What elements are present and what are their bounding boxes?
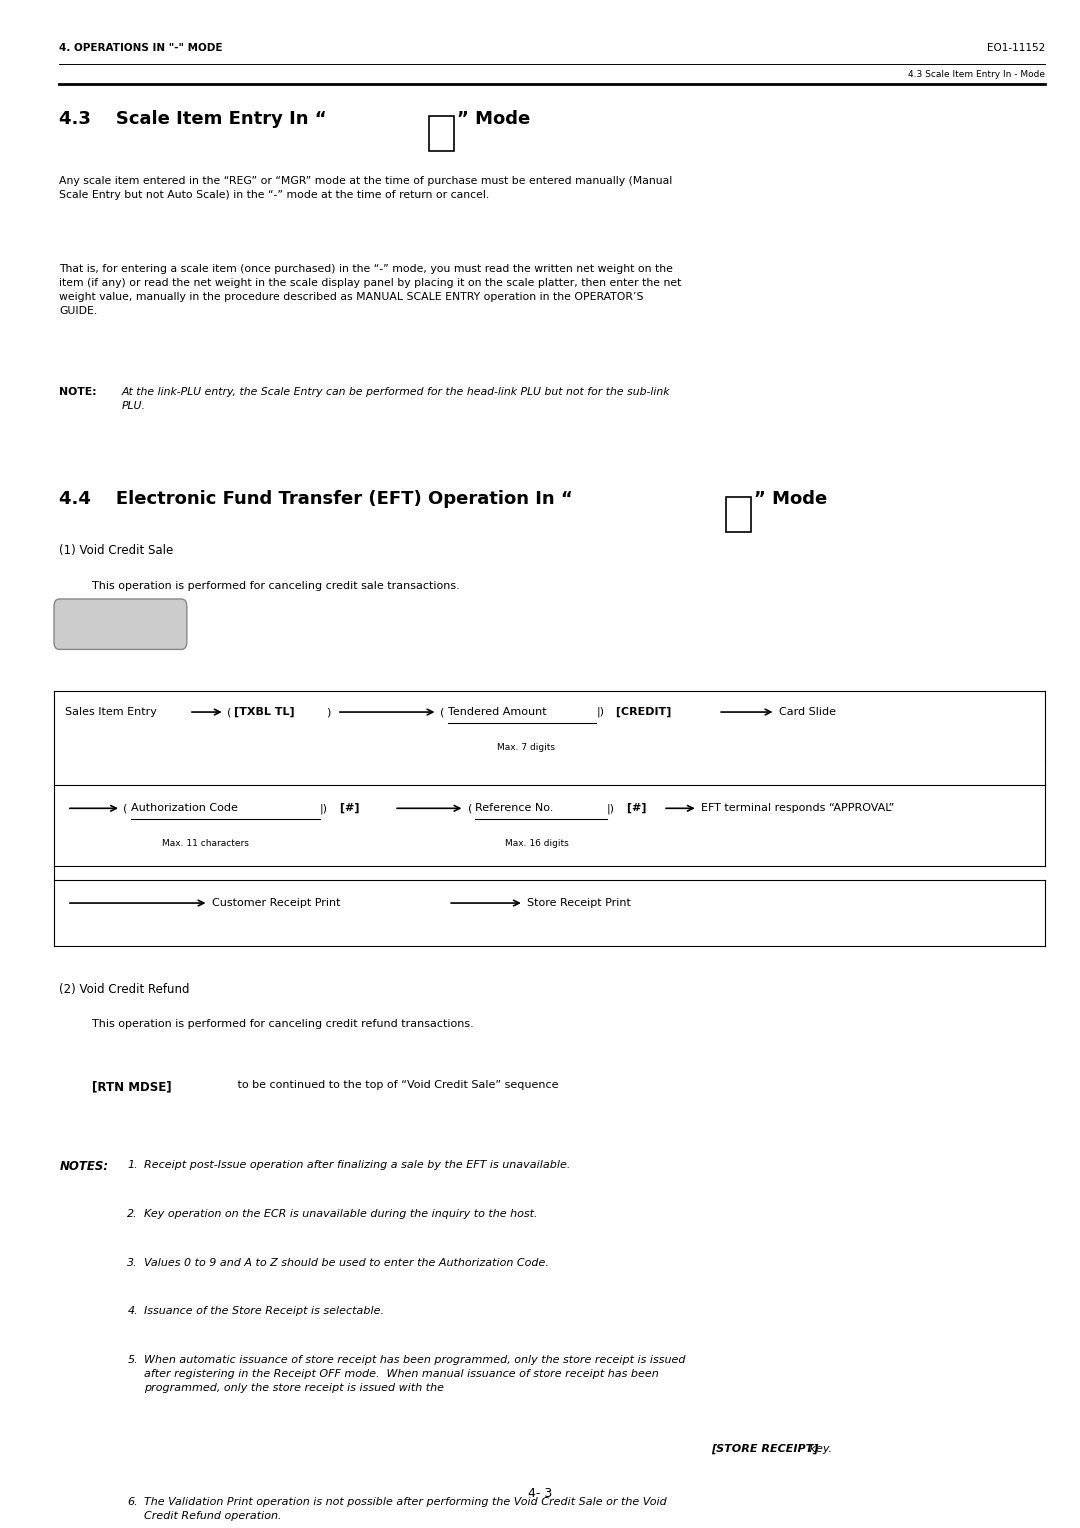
Text: ): ) [326, 707, 330, 717]
Text: -: - [438, 127, 444, 141]
Text: The Validation Print operation is not possible after performing the Void Credit : The Validation Print operation is not po… [144, 1497, 666, 1522]
Text: Max. 16 digits: Max. 16 digits [504, 839, 569, 848]
Text: 5.: 5. [127, 1355, 138, 1366]
Text: NOTES:: NOTES: [59, 1160, 108, 1174]
Text: At the link-PLU entry, the Scale Entry can be performed for the head-link PLU bu: At the link-PLU entry, the Scale Entry c… [122, 387, 671, 411]
Text: Max. 11 characters: Max. 11 characters [162, 839, 248, 848]
Text: Sales Item Entry: Sales Item Entry [65, 707, 157, 717]
Text: Reference No.: Reference No. [475, 804, 554, 813]
Text: Max. 7 digits: Max. 7 digits [497, 743, 555, 752]
Text: Authorization Code: Authorization Code [131, 804, 238, 813]
Text: Any scale item entered in the “REG” or “MGR” mode at the time of purchase must b: Any scale item entered in the “REG” or “… [59, 176, 673, 200]
Text: 2.: 2. [127, 1209, 138, 1219]
Text: Key operation on the ECR is unavailable during the inquiry to the host.: Key operation on the ECR is unavailable … [144, 1209, 537, 1219]
Text: (: ( [440, 707, 444, 717]
FancyBboxPatch shape [429, 116, 454, 151]
Text: 4. OPERATIONS IN "-" MODE: 4. OPERATIONS IN "-" MODE [59, 43, 222, 53]
Text: Receipt post-Issue operation after finalizing a sale by the EFT is unavailable.: Receipt post-Issue operation after final… [144, 1160, 570, 1170]
Text: (: ( [468, 804, 472, 813]
Text: [STORE RECEIPT]: [STORE RECEIPT] [711, 1444, 818, 1455]
FancyBboxPatch shape [726, 497, 751, 532]
Text: -: - [735, 507, 741, 521]
Text: 6.: 6. [127, 1497, 138, 1508]
Text: Card Slide: Card Slide [779, 707, 836, 717]
Text: (: ( [123, 804, 127, 813]
Text: That is, for entering a scale item (once purchased) in the “-” mode, you must re: That is, for entering a scale item (once… [59, 264, 681, 316]
Text: Store Receipt Print: Store Receipt Print [527, 898, 631, 908]
Text: [RTN MDSE]: [RTN MDSE] [92, 1080, 172, 1094]
Text: Tendered Amount: Tendered Amount [448, 707, 546, 717]
Text: OPERATION: OPERATION [86, 619, 154, 630]
Text: ” Mode: ” Mode [754, 490, 827, 509]
Text: Issuance of the Store Receipt is selectable.: Issuance of the Store Receipt is selecta… [144, 1306, 383, 1317]
Text: This operation is performed for canceling credit refund transactions.: This operation is performed for cancelin… [92, 1019, 473, 1030]
Text: This operation is performed for canceling credit sale transactions.: This operation is performed for cancelin… [92, 581, 460, 591]
Text: EO1-11152: EO1-11152 [987, 43, 1045, 53]
Text: |): |) [607, 804, 615, 813]
Text: NOTE:: NOTE: [59, 387, 97, 397]
Text: 3.: 3. [127, 1258, 138, 1268]
Text: 4.4    Electronic Fund Transfer (EFT) Operation In “: 4.4 Electronic Fund Transfer (EFT) Opera… [59, 490, 573, 509]
Text: (1) Void Credit Sale: (1) Void Credit Sale [59, 544, 174, 558]
Text: ” Mode: ” Mode [457, 110, 530, 128]
Text: [#]: [#] [623, 804, 647, 813]
Text: to be continued to the top of “Void Credit Sale” sequence: to be continued to the top of “Void Cred… [227, 1080, 558, 1091]
Text: 1.: 1. [127, 1160, 138, 1170]
Text: Customer Receipt Print: Customer Receipt Print [212, 898, 340, 908]
Text: [CREDIT]: [CREDIT] [612, 707, 672, 717]
Text: key.: key. [806, 1444, 832, 1455]
Text: 4- 3: 4- 3 [528, 1487, 552, 1500]
Text: Values 0 to 9 and A to Z should be used to enter the Authorization Code.: Values 0 to 9 and A to Z should be used … [144, 1258, 549, 1268]
Text: 4.3    Scale Item Entry In “: 4.3 Scale Item Entry In “ [59, 110, 327, 128]
Text: |): |) [596, 707, 604, 717]
Text: (: ( [227, 707, 231, 717]
Text: (2) Void Credit Refund: (2) Void Credit Refund [59, 983, 190, 996]
Text: [#]: [#] [336, 804, 360, 813]
Text: [TXBL TL]: [TXBL TL] [234, 707, 295, 717]
Text: 4.3 Scale Item Entry In - Mode: 4.3 Scale Item Entry In - Mode [908, 70, 1045, 79]
Text: 4.: 4. [127, 1306, 138, 1317]
Text: EFT terminal responds “APPROVAL”: EFT terminal responds “APPROVAL” [701, 804, 894, 813]
Text: |): |) [320, 804, 327, 813]
FancyBboxPatch shape [54, 599, 187, 649]
Text: When automatic issuance of store receipt has been programmed, only the store rec: When automatic issuance of store receipt… [144, 1355, 685, 1394]
